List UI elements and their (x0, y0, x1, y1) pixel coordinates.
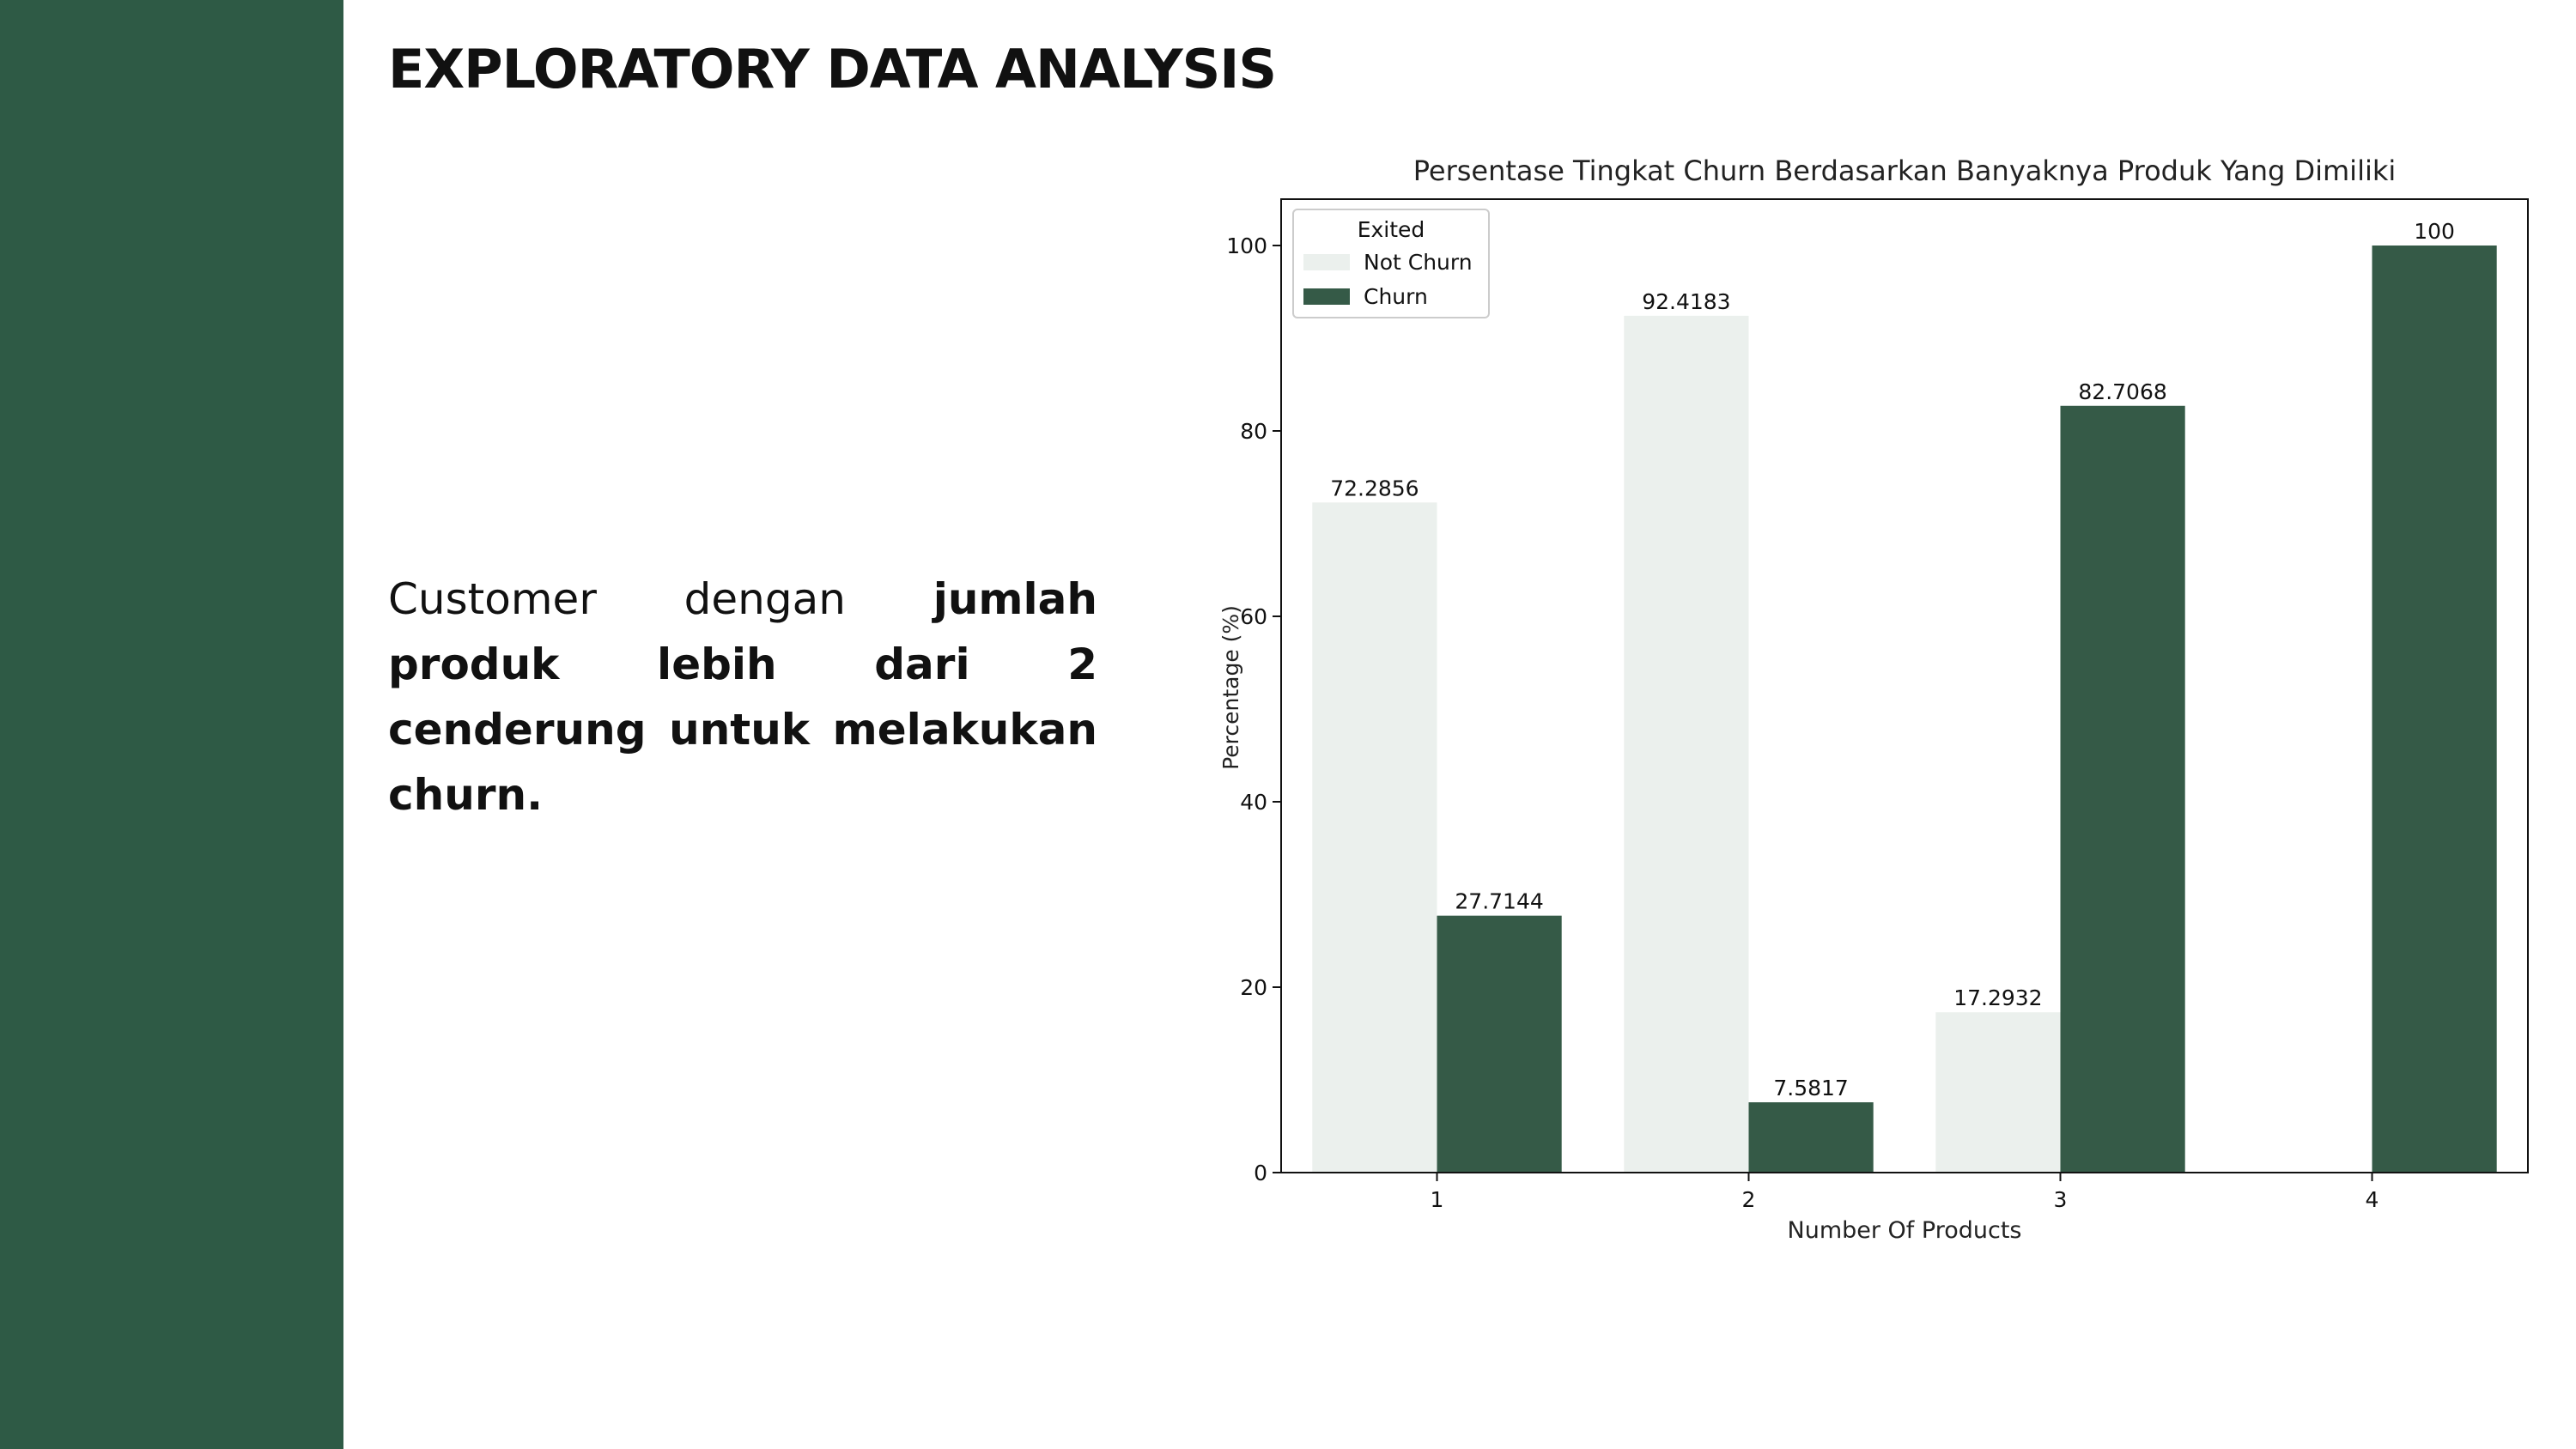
y-tick-label: 20 (1240, 975, 1267, 1000)
y-tick-label: 80 (1240, 419, 1267, 444)
bar-not-churn-1 (1312, 502, 1437, 1173)
legend-title: Exited (1358, 217, 1425, 242)
x-tick-label: 4 (2366, 1187, 2379, 1212)
body-text-plain: Customer dengan (388, 574, 933, 624)
bar-churn-2 (1748, 1102, 1874, 1173)
data-label: 72.2856 (1330, 476, 1419, 500)
y-axis-label: Percentage (%) (1218, 605, 1243, 770)
slide-body-text: Customer dengan jumlah produk lebih dari… (388, 567, 1097, 828)
x-axis-label: Number Of Products (1788, 1217, 2022, 1244)
churn-bar-chart: Persentase Tingkat Churn Berdasarkan Ban… (1218, 155, 2529, 1244)
data-label: 27.7144 (1455, 889, 1543, 914)
data-label: 7.5817 (1773, 1076, 1848, 1100)
y-tick-label: 60 (1240, 604, 1267, 629)
legend-label: Churn (1364, 284, 1428, 309)
y-tick-label: 40 (1240, 790, 1267, 815)
chart-title: Persentase Tingkat Churn Berdasarkan Ban… (1413, 155, 2397, 187)
y-tick-label: 0 (1254, 1161, 1267, 1185)
legend-swatch (1303, 288, 1350, 305)
plot-frame (1280, 198, 2529, 1173)
data-label: 92.4183 (1642, 289, 1730, 314)
x-tick-label: 1 (1431, 1187, 1444, 1212)
x-tick-label: 2 (1742, 1187, 1756, 1212)
bar-not-churn-2 (1624, 315, 1749, 1173)
bar-churn-3 (2060, 405, 2185, 1173)
bar-churn-1 (1437, 915, 1562, 1173)
legend-swatch (1303, 254, 1350, 270)
x-tick-label: 3 (2054, 1187, 2068, 1212)
data-label: 17.2932 (1953, 985, 2042, 1010)
bar-not-churn-3 (1935, 1012, 2061, 1173)
legend-label: Not Churn (1364, 250, 1473, 275)
page-title: EXPLORATORY DATA ANALYSIS (388, 38, 1277, 100)
plot-area: 72.2856 92.4183 17.2932 27.7144 7.5817 82.706… (1226, 198, 2529, 1212)
body-text-bold: jumlah produk lebih dari 2 cenderung unt… (388, 574, 1097, 820)
data-label: 82.7068 (2078, 379, 2166, 404)
data-label: 100 (2414, 219, 2455, 244)
sidebar-band (0, 0, 343, 1449)
y-tick-label: 100 (1226, 233, 1267, 258)
bar-churn-4 (2372, 246, 2497, 1173)
